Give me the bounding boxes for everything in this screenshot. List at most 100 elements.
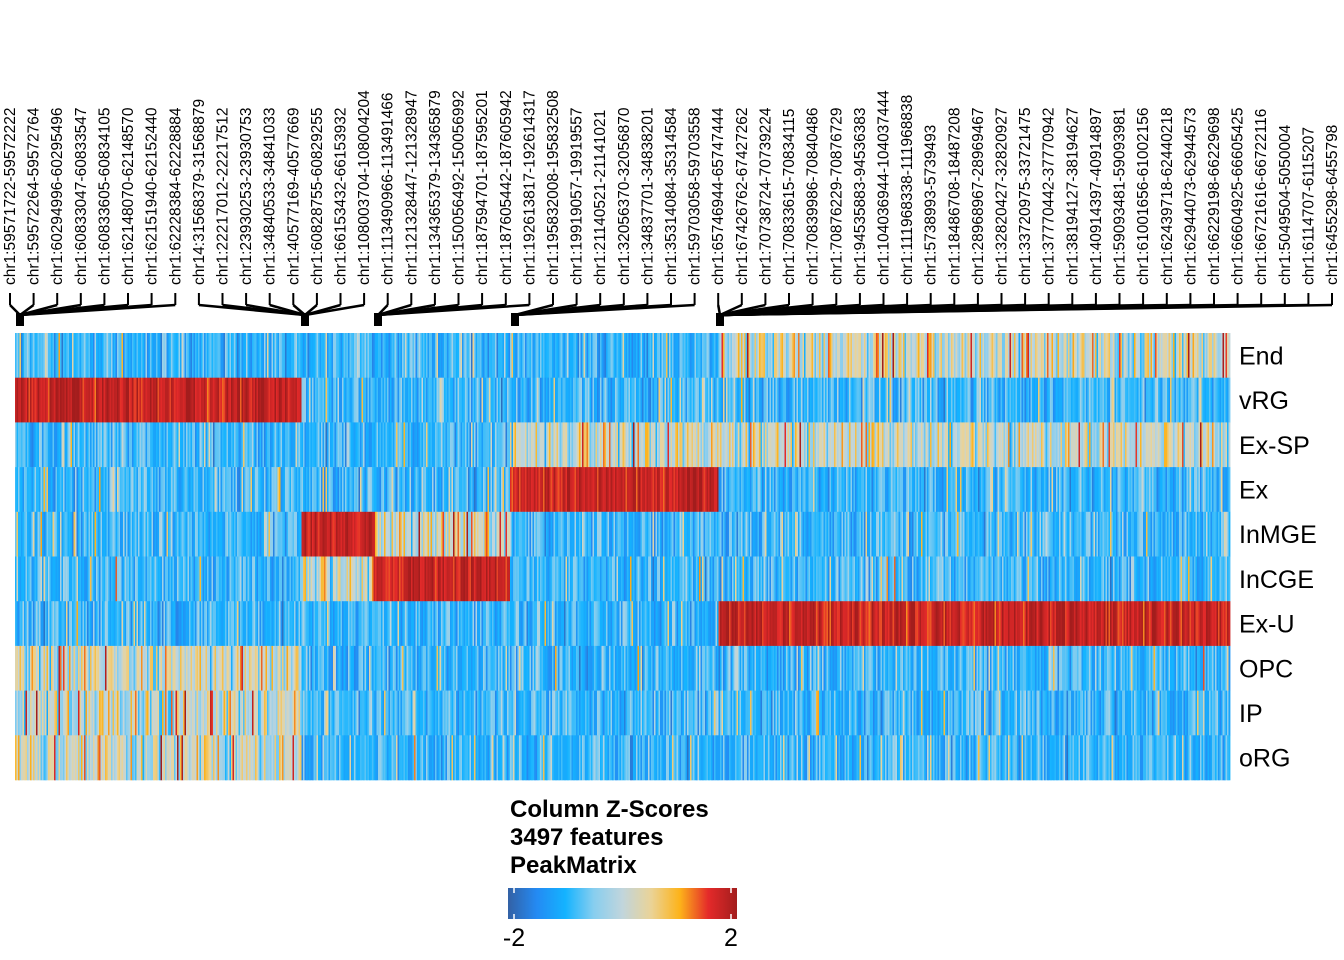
heatmap-cell <box>126 735 128 781</box>
heatmap-cell <box>391 377 394 423</box>
heatmap-cell <box>64 377 67 423</box>
heatmap-cell <box>258 377 260 423</box>
heatmap-cell <box>205 735 208 781</box>
heatmap-cell <box>406 333 409 378</box>
heatmap-cell <box>571 511 574 557</box>
heatmap-cell <box>552 422 554 468</box>
heatmap-cell <box>526 601 529 647</box>
heatmap-cell <box>292 601 295 647</box>
heatmap-cell <box>622 645 625 691</box>
heatmap-cell <box>403 556 406 602</box>
heatmap-cell <box>459 333 461 378</box>
heatmap-cell <box>514 556 517 602</box>
heatmap-cell <box>243 601 245 647</box>
heatmap-cell <box>30 333 32 378</box>
heatmap-cell <box>409 556 412 602</box>
heatmap-cell <box>321 735 323 781</box>
heatmap-cell <box>64 735 67 781</box>
heatmap-cell <box>393 511 395 557</box>
heatmap-cell <box>223 467 226 513</box>
heatmap-cell <box>736 422 739 468</box>
heatmap-cell <box>373 645 376 691</box>
heatmap-cell <box>504 735 506 781</box>
heatmap-cell <box>174 556 176 602</box>
heatmap-cell <box>141 377 143 423</box>
heatmap-cell <box>624 467 626 513</box>
heatmap-cell <box>85 422 88 468</box>
heatmap-cell <box>349 690 352 736</box>
heatmap-cell <box>657 422 659 468</box>
heatmap-cell <box>384 467 386 513</box>
heatmap-cell <box>285 377 287 423</box>
heatmap-cell <box>232 645 235 691</box>
heatmap-cell <box>486 735 488 781</box>
heatmap-cell <box>522 333 524 378</box>
heatmap-cell <box>688 422 691 468</box>
heatmap-cell <box>210 511 212 557</box>
heatmap-cell <box>414 422 416 468</box>
heatmap-cell <box>415 467 418 513</box>
heatmap-cell <box>25 645 28 691</box>
heatmap-cell <box>387 467 389 513</box>
heatmap-cell <box>490 511 493 557</box>
heatmap-cell <box>28 690 31 736</box>
heatmap-cell <box>625 467 628 513</box>
heatmap-cell <box>303 601 305 647</box>
heatmap-cell <box>243 422 245 468</box>
heatmap-cell <box>628 690 631 736</box>
heatmap-cell <box>415 377 418 423</box>
heatmap-cell <box>502 422 505 468</box>
heatmap-cell <box>438 601 440 647</box>
heatmap-cell <box>717 422 719 468</box>
heatmap-cell <box>274 601 277 647</box>
heatmap-cell <box>451 690 454 736</box>
heatmap-cell <box>562 556 565 602</box>
heatmap-cell <box>303 377 305 423</box>
heatmap-cell <box>252 645 254 691</box>
heatmap-cell <box>703 645 706 691</box>
heatmap-cell <box>504 422 506 468</box>
heatmap-cell <box>342 556 344 602</box>
heatmap-cell <box>618 377 620 423</box>
heatmap-cell <box>192 601 194 647</box>
heatmap-cell <box>507 333 509 378</box>
heatmap-cell <box>111 377 113 423</box>
heatmap-cell <box>364 422 367 468</box>
heatmap-cell <box>250 556 253 602</box>
heatmap-cell <box>532 556 535 602</box>
heatmap-cell <box>282 601 284 647</box>
heatmap-cell <box>510 333 512 378</box>
heatmap-cell <box>247 735 250 781</box>
dendrogram-branch <box>514 303 695 317</box>
heatmap-cell <box>195 601 197 647</box>
heatmap-cell <box>712 377 715 423</box>
heatmap-cell <box>534 690 536 736</box>
heatmap-cell <box>448 422 451 468</box>
heatmap-cell <box>588 735 590 781</box>
heatmap-cell <box>337 556 340 602</box>
heatmap-cell <box>679 601 682 647</box>
heatmap-cell <box>129 333 131 378</box>
heatmap-cell <box>25 601 28 647</box>
heatmap-cell <box>277 690 280 736</box>
heatmap-cell <box>576 422 578 468</box>
heatmap-cell <box>529 690 532 736</box>
heatmap-cell <box>202 377 205 423</box>
heatmap-cell <box>649 377 652 423</box>
heatmap-cell <box>316 511 319 557</box>
heatmap-cell <box>447 645 449 691</box>
heatmap-cell <box>589 735 592 781</box>
heatmap-cell <box>172 645 175 691</box>
heatmap-cell <box>280 377 283 423</box>
heatmap-cell <box>469 601 472 647</box>
heatmap-cell <box>57 333 59 378</box>
heatmap-cell <box>589 690 592 736</box>
heatmap-cell <box>726 422 728 468</box>
heatmap-cell <box>21 645 23 691</box>
heatmap-cell <box>651 422 653 468</box>
heatmap-cell <box>46 333 49 378</box>
heatmap-cell <box>445 422 448 468</box>
heatmap-cell <box>148 645 151 691</box>
heatmap-cell <box>231 690 233 736</box>
heatmap-cell <box>660 467 662 513</box>
